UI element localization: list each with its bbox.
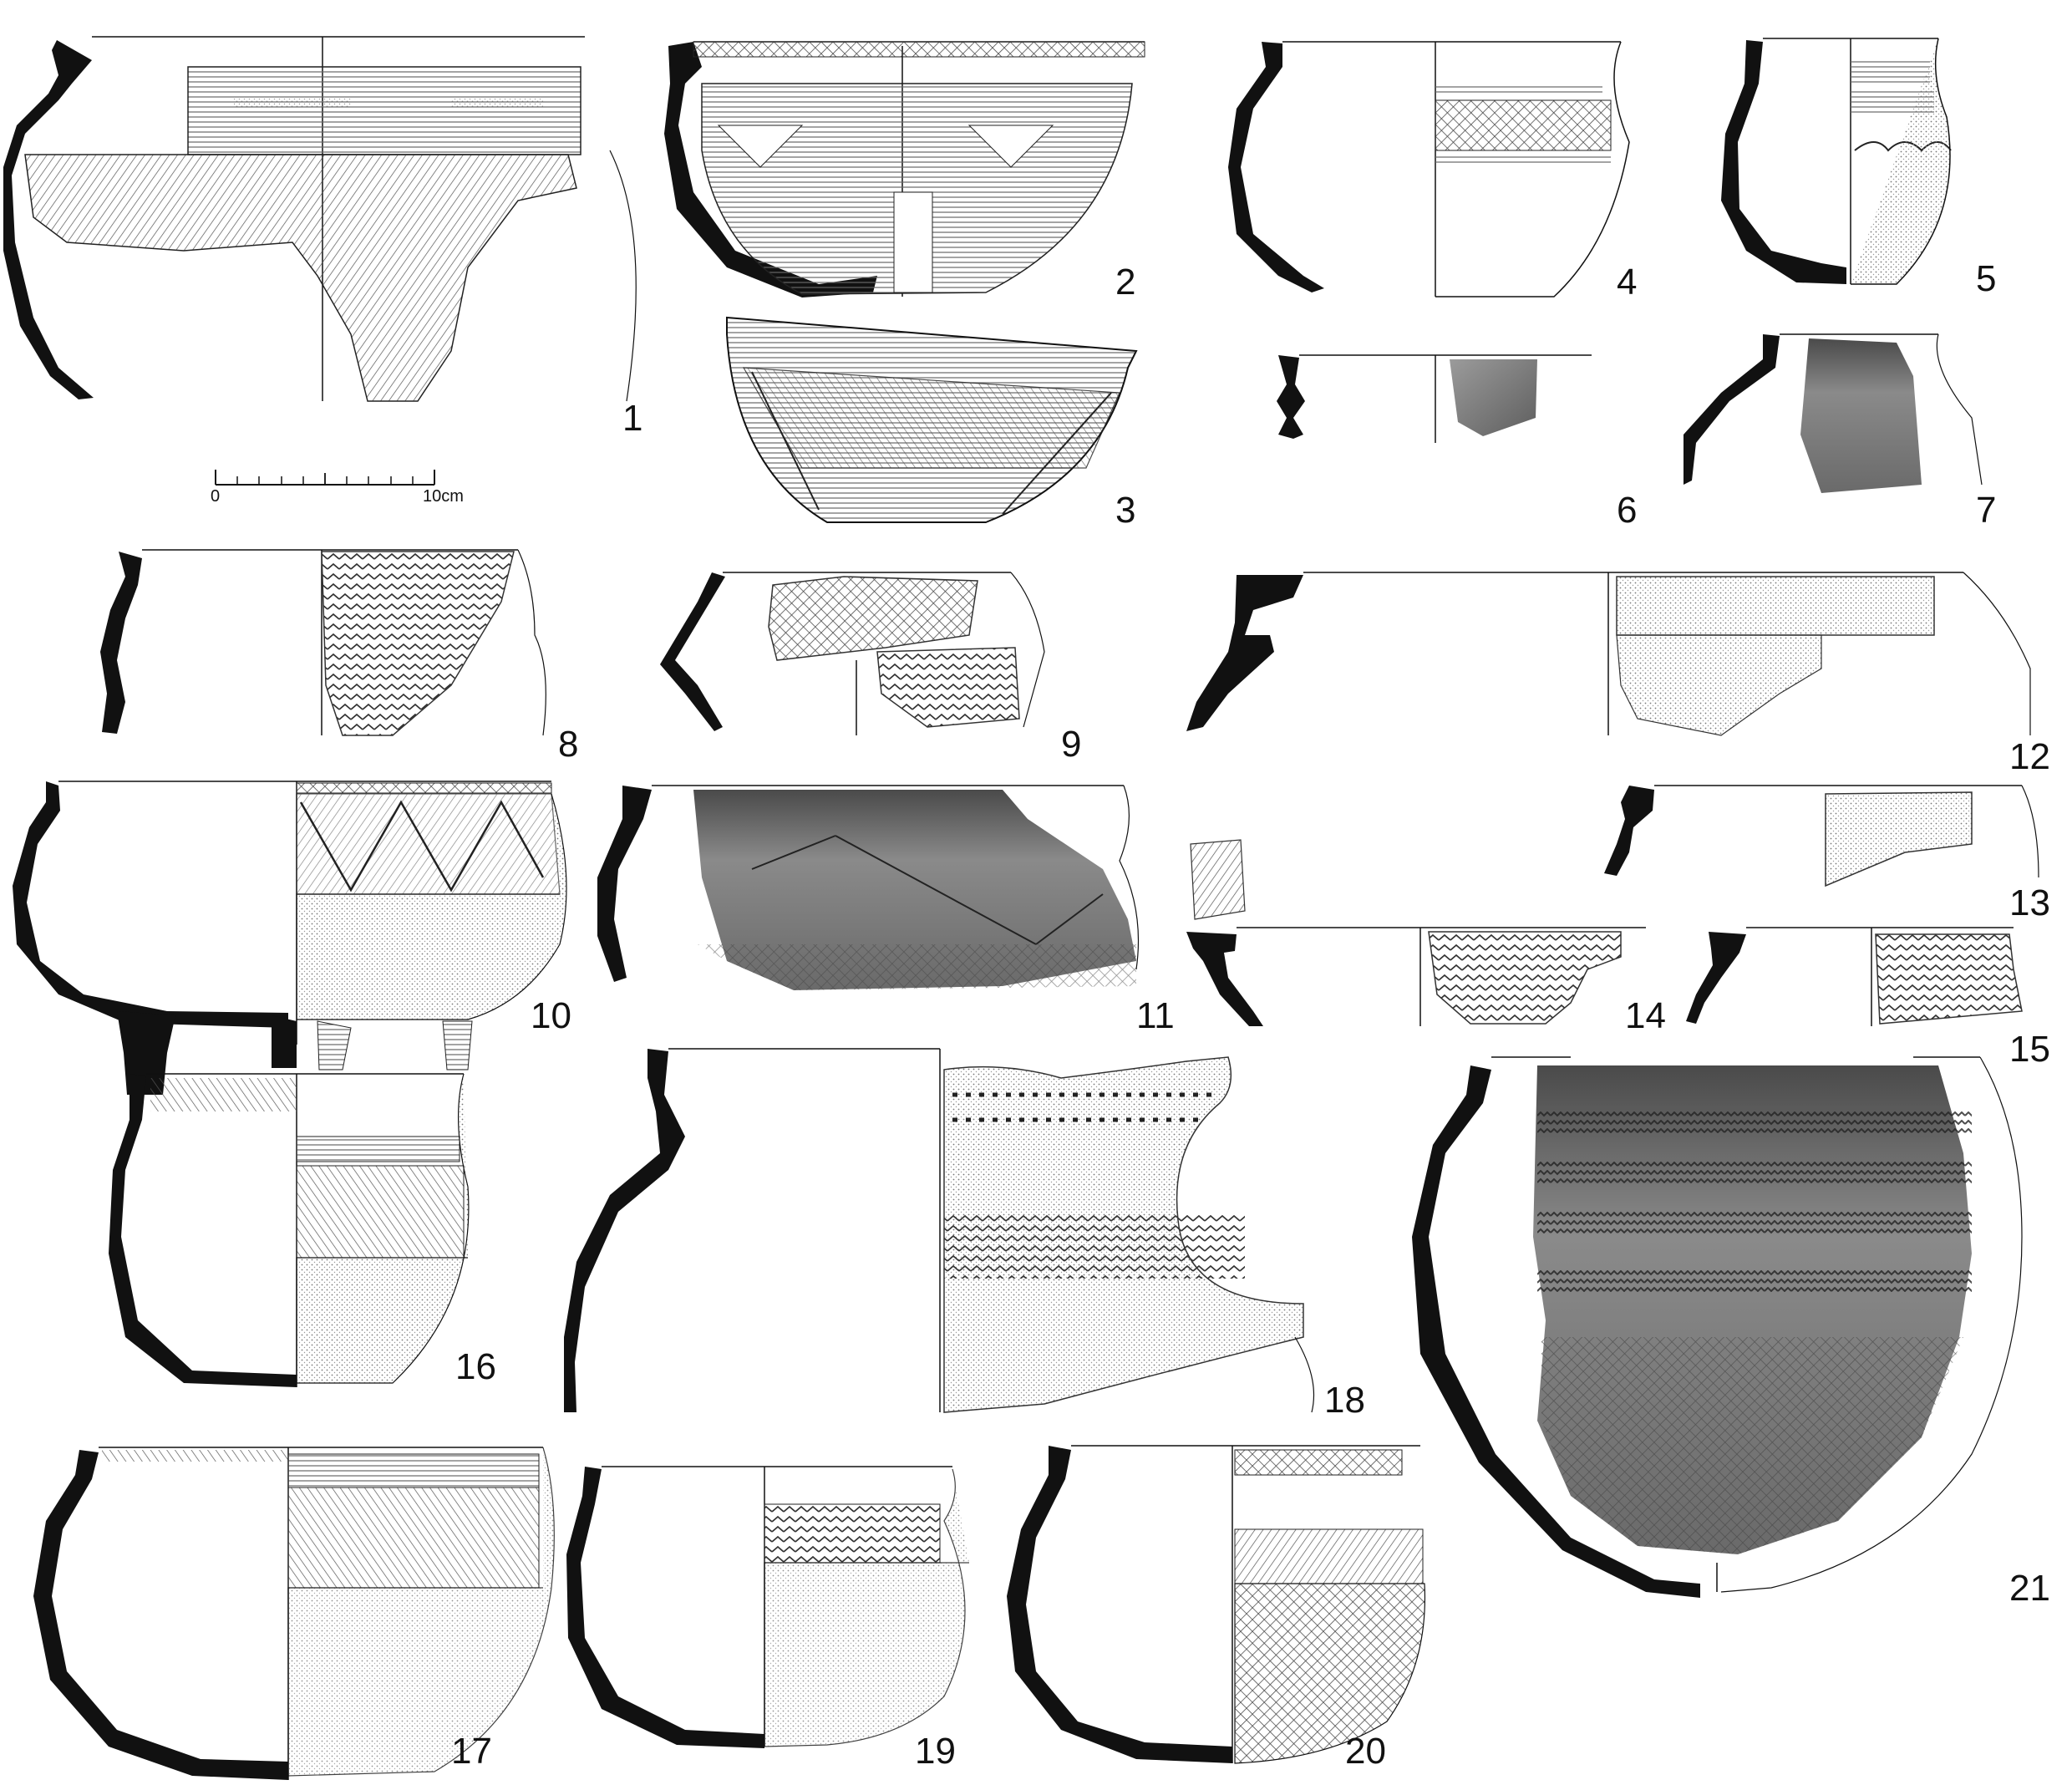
scale-bar-end-label: 10cm bbox=[423, 487, 464, 506]
vessel-11-profile bbox=[597, 786, 652, 982]
vessel-13-number: 13 bbox=[2009, 882, 2050, 923]
vessel-5-profile bbox=[1721, 40, 1846, 284]
vessel-19: 19 bbox=[566, 1466, 969, 1772]
vessel-11: 11 bbox=[597, 785, 1175, 1036]
vessel-6: 6 bbox=[1277, 354, 1637, 531]
vessel-10-zigzag-decoration bbox=[296, 793, 561, 895]
vessel-7-number: 7 bbox=[1976, 490, 1996, 531]
vessel-7: 7 bbox=[1684, 333, 1996, 531]
vessel-15: 15 bbox=[1686, 927, 2050, 1070]
vessel-6-sherd-photo bbox=[1450, 359, 1537, 436]
vessel-14: 14 bbox=[1186, 927, 1666, 1036]
vessel-18-decoration-band bbox=[944, 1212, 1245, 1279]
vessel-2: 2 bbox=[664, 41, 1145, 303]
vessel-8-profile bbox=[100, 552, 142, 734]
vessel-6-number: 6 bbox=[1617, 490, 1637, 531]
vessel-10-profile bbox=[13, 781, 288, 1028]
vessel-10: 10 bbox=[13, 781, 571, 1095]
vessel-15-profile bbox=[1686, 932, 1746, 1024]
sherd-fragment bbox=[1190, 839, 1246, 920]
vessel-12-body-sherd bbox=[1616, 634, 1822, 736]
vessel-16-decoration-band bbox=[296, 1165, 465, 1259]
vessel-11-sherd-photo bbox=[693, 790, 1136, 990]
vessel-16: 16 bbox=[109, 1073, 496, 1387]
vessel-3-number: 3 bbox=[1115, 490, 1135, 531]
vessel-16-number: 16 bbox=[455, 1346, 496, 1387]
vessel-10-leg-right bbox=[272, 1015, 297, 1068]
scale-bar-start-label: 0 bbox=[211, 487, 220, 506]
vessel-3: 3 bbox=[726, 316, 1138, 531]
vessel-14-number: 14 bbox=[1625, 995, 1666, 1036]
vessel-7-sherd-photo bbox=[1800, 338, 1922, 493]
vessel-1-profile bbox=[3, 40, 94, 399]
vessel-20-decoration-band bbox=[1234, 1528, 1424, 1584]
vessel-1-number: 1 bbox=[622, 398, 642, 439]
vessel-5: 5 bbox=[1721, 38, 1996, 299]
vessel-10-number: 10 bbox=[531, 995, 571, 1036]
vessel-20: 20 bbox=[1007, 1445, 1426, 1772]
vessel-13-rim-sherd bbox=[1825, 791, 1973, 887]
vessel-9-lower-sherd bbox=[876, 647, 1020, 728]
vessel-21: 21 bbox=[1412, 1056, 2050, 1609]
vessel-18: 18 bbox=[564, 1048, 1365, 1421]
vessel-14-decorated-sherd bbox=[1428, 931, 1622, 1025]
vessel-12: 12 bbox=[1186, 572, 2050, 777]
vessel-2-number: 2 bbox=[1115, 262, 1135, 303]
vessel-19-profile bbox=[566, 1467, 764, 1748]
vessel-12-rim-sherd bbox=[1616, 576, 1935, 636]
vessel-8-number: 8 bbox=[558, 724, 578, 765]
vessel-13: 13 bbox=[1604, 785, 2050, 923]
vessel-15-number: 15 bbox=[2009, 1029, 2050, 1070]
vessel-20-lower-body bbox=[1234, 1583, 1426, 1764]
vessel-9-number: 9 bbox=[1061, 724, 1081, 765]
vessel-5-number: 5 bbox=[1976, 258, 1996, 299]
vessel-18-profile bbox=[564, 1049, 685, 1412]
vessel-9: 9 bbox=[660, 572, 1081, 765]
vessel-21-number: 21 bbox=[2009, 1568, 2050, 1609]
vessel-1-body-decoration bbox=[24, 154, 577, 402]
vessel-4-decoration-band bbox=[1435, 99, 1612, 151]
vessel-19-decoration-band bbox=[764, 1503, 941, 1564]
vessel-1-neck-decoration bbox=[187, 66, 581, 155]
vessel-1: 1 bbox=[3, 36, 642, 439]
vessel-8-decorated-sherd bbox=[321, 551, 515, 736]
vessel-16-profile bbox=[109, 1074, 297, 1387]
vessel-9-profile bbox=[660, 572, 725, 731]
vessel-17: 17 bbox=[33, 1447, 555, 1780]
vessel-15-decorated-sherd bbox=[1875, 933, 2023, 1025]
vessel-2-profile bbox=[664, 42, 877, 298]
vessel-20-profile bbox=[1007, 1446, 1232, 1763]
scale-bar: 0 10cm bbox=[211, 470, 464, 506]
vessel-12-number: 12 bbox=[2009, 736, 2050, 777]
vessel-7-profile bbox=[1684, 334, 1780, 485]
vessel-17-decoration-band bbox=[287, 1487, 540, 1589]
vessel-8: 8 bbox=[100, 549, 578, 765]
vessel-12-profile bbox=[1186, 575, 1303, 731]
vessel-13-profile bbox=[1604, 786, 1654, 876]
vessel-17-profile bbox=[33, 1450, 288, 1780]
vessel-19-number: 19 bbox=[915, 1731, 956, 1772]
vessel-17-number: 17 bbox=[451, 1731, 492, 1772]
vessel-6-profile bbox=[1277, 355, 1305, 439]
vessel-4: 4 bbox=[1228, 41, 1637, 303]
vessel-18-number: 18 bbox=[1324, 1380, 1365, 1421]
vessel-9-upper-sherd bbox=[768, 576, 978, 661]
vessel-11-number: 11 bbox=[1136, 995, 1175, 1036]
vessel-4-number: 4 bbox=[1617, 262, 1637, 303]
vessel-20-number: 20 bbox=[1345, 1731, 1386, 1772]
vessel-14-profile bbox=[1186, 932, 1263, 1026]
vessel-4-profile bbox=[1228, 42, 1324, 292]
vessel-21-profile bbox=[1412, 1065, 1700, 1598]
